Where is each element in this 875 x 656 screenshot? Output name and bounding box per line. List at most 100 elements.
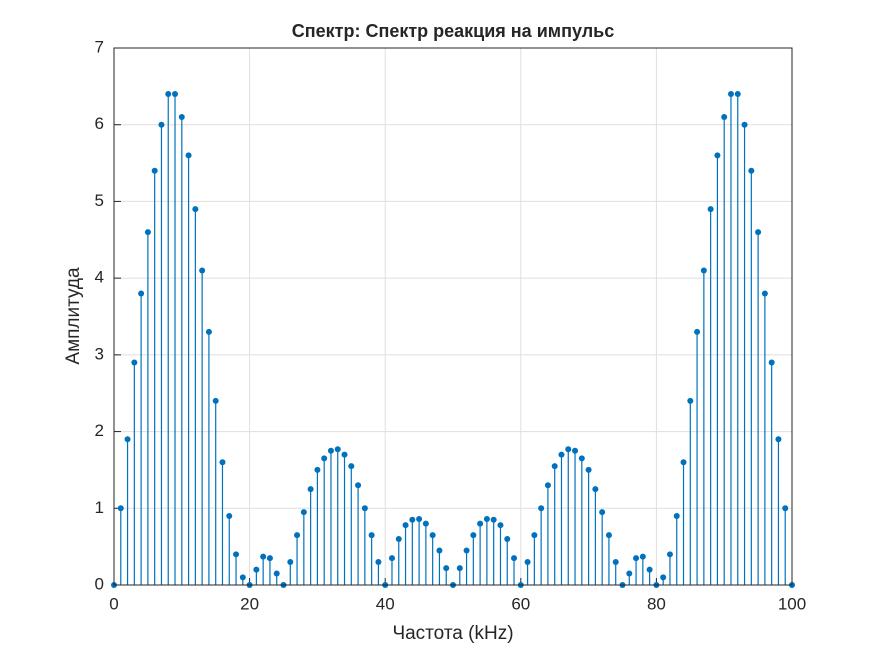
stem-marker — [422, 520, 429, 527]
y-tick-label: 2 — [95, 421, 104, 440]
stem-marker — [680, 459, 687, 466]
y-tick-label: 5 — [95, 191, 104, 210]
stem-marker — [307, 486, 314, 493]
stem-marker — [138, 290, 145, 297]
stem-marker — [490, 516, 497, 523]
stem-marker — [151, 167, 158, 174]
plot-area — [114, 48, 792, 585]
stem-marker — [524, 558, 531, 565]
stem-marker — [544, 482, 551, 489]
stem-marker — [592, 486, 599, 493]
stem-marker — [646, 566, 653, 573]
stem-marker — [741, 121, 748, 128]
stem-marker — [782, 505, 789, 512]
chart-title: Спектр: Спектр реакция на импульс — [292, 21, 614, 41]
x-tick-label: 20 — [240, 594, 259, 613]
stem-marker — [388, 555, 395, 562]
stem-marker — [158, 121, 165, 128]
stem-marker — [483, 516, 490, 523]
stem-marker — [178, 114, 185, 121]
stem-marker — [212, 397, 219, 404]
stem-marker — [361, 505, 368, 512]
y-tick-label: 0 — [95, 574, 104, 593]
x-tick-label: 80 — [647, 594, 666, 613]
stem-marker — [558, 451, 565, 458]
stem-marker — [585, 466, 592, 473]
stem-marker — [673, 512, 680, 519]
stem-marker — [124, 436, 131, 443]
stem-marker — [511, 555, 518, 562]
stem-marker — [185, 152, 192, 159]
y-tick-label: 6 — [95, 114, 104, 133]
stem-marker — [287, 558, 294, 565]
y-tick-label: 1 — [95, 498, 104, 517]
stem-marker — [117, 505, 124, 512]
stem-marker — [633, 555, 640, 562]
stem-marker — [707, 206, 714, 213]
stem-marker — [233, 551, 240, 558]
stem-marker — [666, 551, 673, 558]
stem-marker — [409, 516, 416, 523]
stem-marker — [321, 455, 328, 462]
stem-marker — [626, 570, 633, 577]
stem-marker — [538, 505, 545, 512]
stem-marker — [348, 463, 355, 470]
stem-marker — [531, 532, 538, 539]
stem-marker — [226, 512, 233, 519]
stem-marker — [687, 397, 694, 404]
stem-marker — [205, 328, 212, 335]
stem-marker — [456, 565, 463, 572]
stem-marker — [612, 558, 619, 565]
y-axis-label: Амплитуда — [63, 267, 84, 365]
stem-marker — [402, 522, 409, 529]
stem-marker — [578, 455, 585, 462]
stem-marker — [416, 516, 423, 523]
stem-marker — [660, 574, 667, 581]
stem-marker — [192, 206, 199, 213]
stem-marker — [755, 229, 762, 236]
stem-marker — [761, 290, 768, 297]
stem-marker — [253, 566, 260, 573]
stem-marker — [260, 553, 267, 560]
stem-marker — [605, 532, 612, 539]
stem-marker — [334, 446, 341, 453]
y-tick-label: 3 — [95, 344, 104, 363]
y-tick-label: 4 — [95, 268, 104, 287]
stem-marker — [443, 565, 450, 572]
stem-marker — [565, 446, 572, 453]
stem-marker — [572, 447, 579, 454]
stem-marker — [273, 570, 280, 577]
stem-marker — [470, 532, 477, 539]
stem-marker — [375, 558, 382, 565]
stem-marker — [314, 466, 321, 473]
axes-box — [113, 47, 793, 586]
x-tick-label: 60 — [511, 594, 530, 613]
stem-marker — [131, 359, 138, 366]
stem-marker — [639, 553, 646, 560]
stem-marker — [775, 436, 782, 443]
stem-marker — [341, 451, 348, 458]
stem-marker — [768, 359, 775, 366]
stem-marker — [497, 522, 504, 529]
stem-marker — [355, 482, 362, 489]
stem-marker — [144, 229, 151, 236]
y-tick-label: 7 — [95, 37, 104, 56]
stem-marker — [165, 91, 172, 98]
stem-marker — [219, 459, 226, 466]
stem-marker — [395, 535, 402, 542]
stem-marker — [748, 167, 755, 174]
stem-marker — [327, 447, 334, 454]
stem-marker — [436, 547, 443, 554]
stem-marker — [266, 555, 273, 562]
stem-marker — [294, 532, 301, 539]
stem-marker — [239, 574, 246, 581]
stem-marker — [368, 532, 375, 539]
x-tick-label: 40 — [376, 594, 395, 613]
stem-marker — [551, 463, 558, 470]
stem-marker — [477, 520, 484, 527]
stem-marker — [700, 267, 707, 274]
x-tick-label: 100 — [778, 594, 806, 613]
stem-marker — [172, 91, 179, 98]
stem-marker — [300, 509, 307, 516]
